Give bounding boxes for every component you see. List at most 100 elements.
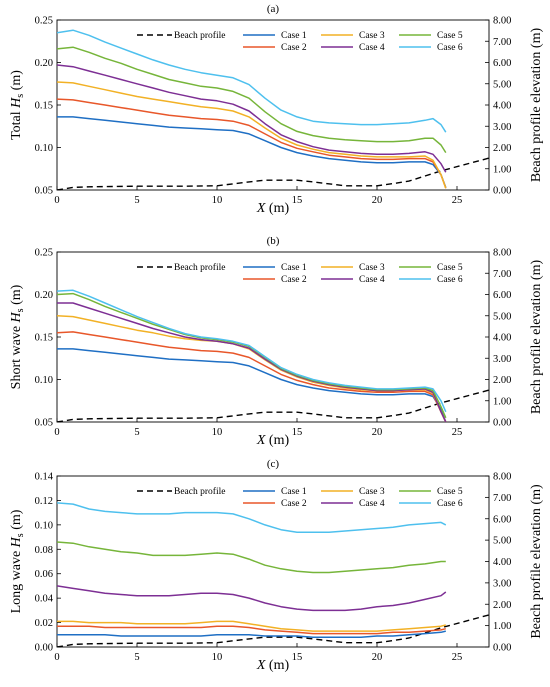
series-case-1 [57,116,447,188]
y-tick-label: 0.10 [35,375,53,386]
x-tick-label: 15 [292,195,303,206]
y2-tick-label: 4.00 [493,101,511,112]
series-case-1 [57,348,447,422]
y-tick-label: 0.08 [35,545,53,556]
y-tick-label: 0.12 [35,496,53,507]
y-tick-label: 0.20 [35,58,53,69]
series-case-2 [57,625,446,635]
plot-area [57,29,489,190]
x-axis-label: X (m) [256,201,290,216]
y-tick-label: 0.25 [35,16,53,27]
x-tick-label: 0 [54,195,59,206]
series-case-4 [57,64,447,173]
y2-tick-label: 5.00 [493,79,511,90]
series-case-5 [57,292,447,419]
series-case-3 [57,315,447,422]
y2-tick-label: 2.00 [493,143,511,154]
x-tick-label: 25 [452,427,463,438]
y2-tick-label: 4.00 [493,333,511,344]
legend-label-case-3: Case 3 [359,263,385,273]
x-tick-label: 10 [212,652,223,663]
series-case-4 [57,585,447,612]
y-tick-label: 0.25 [35,248,53,259]
y-tick-label: 0.02 [35,618,53,629]
legend-label-beach-profile: Beach profile [174,30,225,41]
x-tick-label: 15 [292,427,303,438]
legend: Beach profile Case 1 Case 3 Case 5 Case 2 Cas… [137,486,463,509]
series-case-6 [57,289,447,413]
y2-tick-label: 7.00 [493,269,511,280]
y2-tick-label: 5.00 [493,536,511,547]
plot-area [57,502,489,647]
y2-tick-label: 7.00 [493,37,511,48]
legend-label-case-3: Case 3 [359,487,385,497]
series-beach-profile [57,157,489,190]
y-axis-label: Long wave Hs (m) [9,509,26,613]
x-tick-label: 15 [292,652,303,663]
y-tick-label: 0.04 [35,594,54,605]
legend: Beach profile Case 1 Case 3 Case 5 Case 2 Cas… [137,30,463,53]
y2-tick-label: 3.00 [493,578,511,589]
y-tick-label: 0.05 [35,186,53,197]
legend-label-case-4: Case 4 [359,499,385,509]
y-tick-label: 0.05 [35,418,53,429]
y2-tick-label: 2.00 [493,375,511,386]
x-tick-label: 25 [452,652,463,663]
series-case-5 [57,541,446,574]
panel-title: (b) [267,235,280,247]
y-tick-label: 0.10 [35,520,53,531]
y2-tick-label: 6.00 [493,58,511,69]
y2-tick-label: 4.00 [493,557,511,568]
panel-title: (c) [267,458,280,470]
y2-tick-label: 1.00 [493,164,511,175]
legend-label-case-3: Case 3 [359,31,385,41]
x-tick-label: 5 [134,195,139,206]
y-tick-label: 0.15 [35,333,53,344]
x-axis-label: X (m) [256,658,290,673]
x-tick-label: 25 [452,195,463,206]
x-tick-label: 10 [212,195,223,206]
legend-label-beach-profile: Beach profile [174,486,225,497]
legend-label-case-5: Case 5 [437,31,463,41]
y2-tick-label: 2.00 [493,600,511,611]
series-case-6 [57,502,447,533]
y2-tick-label: 0.00 [493,643,511,654]
y-tick-label: 0.10 [35,143,53,154]
series-case-2 [57,331,447,422]
legend-label-case-6: Case 6 [437,499,463,509]
y2-tick-label: 0.00 [493,418,511,429]
x-tick-label: 10 [212,427,223,438]
legend-label-case-1: Case 1 [281,31,307,41]
legend-label-case-5: Case 5 [437,263,463,273]
plot-frame [56,251,490,423]
legend-label-case-2: Case 2 [281,499,307,509]
y2-tick-label: 8.00 [493,472,511,483]
y2-tick-label: 5.00 [493,311,511,322]
y-tick-label: 0.06 [35,569,53,580]
legend: Beach profile Case 1 Case 3 Case 5 Case 2 Cas… [137,262,463,285]
legend-label-case-4: Case 4 [359,275,385,285]
legend-label-case-5: Case 5 [437,487,463,497]
legend-label-case-2: Case 2 [281,43,307,53]
y-axis-label: Total Hs (m) [9,70,26,140]
y2-tick-label: 0.00 [493,186,511,197]
panel-title: (a) [267,3,280,15]
y2-tick-label: 8.00 [493,16,511,27]
series-beach-profile [57,389,489,422]
x-tick-label: 0 [54,652,59,663]
y-tick-label: 0.15 [35,101,53,112]
y2-axis-label: Beach profile elevation (m) [529,484,544,639]
x-tick-label: 5 [134,652,139,663]
panel-b: (b) 0 5 10 15 20 25 0.05 0.10 0.15 0.20 0.25 0.00 1.0… [9,235,544,448]
x-tick-label: 20 [372,652,383,663]
series-case-5 [57,46,447,154]
panel-a: (a) 0 5 10 15 20 25 0.05 0.10 0.15 0.20 0.25 0.00 1.0… [9,3,544,216]
y-tick-label: 0.00 [35,643,53,654]
y2-axis-label: Beach profile elevation (m) [529,260,544,415]
y2-tick-label: 1.00 [493,396,511,407]
y2-tick-label: 7.00 [493,493,511,504]
y2-tick-label: 3.00 [493,122,511,133]
legend-label-case-1: Case 1 [281,487,307,497]
x-axis-label: X (m) [256,433,290,448]
